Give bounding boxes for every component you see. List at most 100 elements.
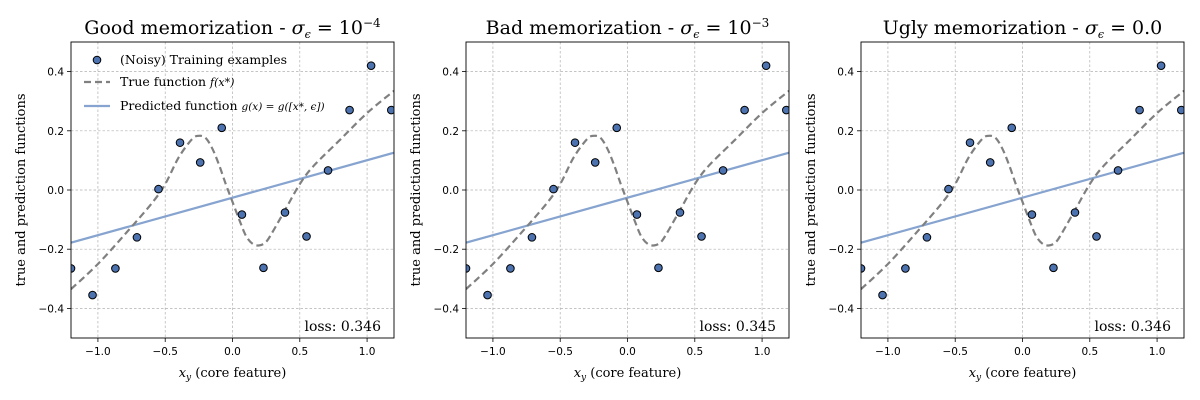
training-point xyxy=(965,138,975,147)
plot-area xyxy=(466,61,789,300)
grid xyxy=(466,42,789,338)
legend: (Noisy) Training examples True function f… xyxy=(84,52,325,113)
x-tick-label: 1.0 xyxy=(754,346,771,358)
chart-title: Ugly memorization - σϵ = 0.0 xyxy=(883,17,1163,41)
x-tick-label: −0.5 xyxy=(547,346,573,358)
training-point xyxy=(154,184,163,194)
true-function-curve xyxy=(861,89,1184,290)
y-axis-label: true and prediction functions xyxy=(14,93,29,286)
training-point xyxy=(1027,210,1037,219)
grid xyxy=(861,42,1184,338)
predicted-function-line xyxy=(861,151,1184,244)
x-tick-label: 0.5 xyxy=(686,346,703,358)
training-point xyxy=(697,232,706,241)
training-point xyxy=(88,290,97,300)
true-function-curve xyxy=(466,89,789,290)
training-point xyxy=(740,105,749,115)
training-point xyxy=(1007,123,1017,133)
y-tick-label: −0.2 xyxy=(829,244,855,256)
y-tick-label: 0.4 xyxy=(442,67,459,79)
training-point xyxy=(985,158,995,167)
training-point xyxy=(1092,232,1101,241)
training-point xyxy=(1113,166,1123,175)
training-point xyxy=(259,263,268,273)
training-point xyxy=(901,264,910,273)
x-tick-label: 0.5 xyxy=(291,346,308,358)
chart-panel-3: −1.0 −0.5 0.0 0.5 1.0 −0.4 −0.2 0.0 0.2 0.4 Ugly m… xyxy=(804,17,1185,383)
loss-text: loss: 0.345 xyxy=(699,319,776,335)
x-tick-label: −1.0 xyxy=(480,346,506,358)
x-tick-label: −1.0 xyxy=(85,346,111,358)
training-point xyxy=(1049,263,1058,273)
plot-area xyxy=(71,61,394,300)
training-point xyxy=(590,158,600,167)
training-point xyxy=(761,61,771,70)
x-axis-label: xy (core feature) xyxy=(179,366,287,383)
training-point xyxy=(71,264,76,273)
training-point xyxy=(237,210,247,219)
chart-panel-2: −1.0 −0.5 0.0 0.5 1.0 −0.4 −0.2 0.0 0.2 0.4 Bad me… xyxy=(409,16,790,383)
y-tick-label: −0.4 xyxy=(829,303,855,315)
training-point xyxy=(366,61,376,70)
x-tick-label: −0.5 xyxy=(942,346,968,358)
training-point xyxy=(195,158,205,167)
training-point xyxy=(675,208,685,217)
training-point xyxy=(1177,105,1184,115)
y-tick-label: 0.0 xyxy=(837,185,854,197)
training-point xyxy=(654,263,663,273)
training-point xyxy=(782,105,789,115)
training-point xyxy=(527,233,537,242)
x-tick-label: 0.0 xyxy=(1014,346,1031,358)
training-point xyxy=(570,138,580,147)
training-point xyxy=(632,210,642,219)
training-point xyxy=(922,233,932,242)
x-axis-label: xy (core feature) xyxy=(574,366,682,383)
training-point xyxy=(132,233,142,242)
training-point xyxy=(387,105,394,115)
x-tick-label: 0.5 xyxy=(1081,346,1098,358)
chart-title: Bad memorization - σϵ = 10−3 xyxy=(486,16,770,41)
training-point xyxy=(1156,61,1166,70)
legend-true-label: True function f(x*) xyxy=(120,74,234,89)
y-tick-label: 0.2 xyxy=(47,126,64,138)
training-point xyxy=(718,166,728,175)
y-tick-label: 0.4 xyxy=(837,67,854,79)
y-tick-label: −0.2 xyxy=(434,244,460,256)
training-point xyxy=(506,264,515,273)
y-tick-label: 0.0 xyxy=(442,185,459,197)
x-tick-label: 0.0 xyxy=(224,346,241,358)
training-point xyxy=(323,166,333,175)
training-point xyxy=(483,290,492,300)
training-point xyxy=(1135,105,1144,115)
y-axis-label: true and prediction functions xyxy=(804,93,819,286)
training-point xyxy=(612,123,622,133)
y-tick-label: −0.4 xyxy=(434,303,460,315)
legend-training-label: (Noisy) Training examples xyxy=(120,52,287,67)
training-point xyxy=(549,184,558,194)
x-tick-label: −0.5 xyxy=(152,346,178,358)
loss-text: loss: 0.346 xyxy=(1094,319,1171,335)
y-tick-label: 0.2 xyxy=(442,126,459,138)
true-function-curve xyxy=(71,89,394,290)
y-tick-label: −0.4 xyxy=(39,303,65,315)
y-tick-label: 0.4 xyxy=(47,67,64,79)
loss-text: loss: 0.346 xyxy=(304,319,381,335)
training-point xyxy=(280,208,290,217)
y-tick-label: −0.2 xyxy=(39,244,65,256)
training-point xyxy=(175,138,185,147)
training-point xyxy=(111,264,120,273)
training-point xyxy=(302,232,311,241)
y-tick-label: 0.2 xyxy=(837,126,854,138)
x-tick-label: 1.0 xyxy=(1149,346,1166,358)
training-point xyxy=(345,105,354,115)
training-point xyxy=(878,290,887,300)
x-tick-label: −1.0 xyxy=(875,346,901,358)
predicted-function-line xyxy=(466,151,789,244)
chart-title: Good memorization - σϵ = 10−4 xyxy=(84,16,381,41)
x-tick-label: 0.0 xyxy=(619,346,636,358)
y-axis-label: true and prediction functions xyxy=(409,93,424,286)
legend-pred-label: Predicted function g(x) = g([x*, ϵ]) xyxy=(120,98,325,113)
y-tick-label: 0.0 xyxy=(47,185,64,197)
x-tick-label: 1.0 xyxy=(359,346,376,358)
